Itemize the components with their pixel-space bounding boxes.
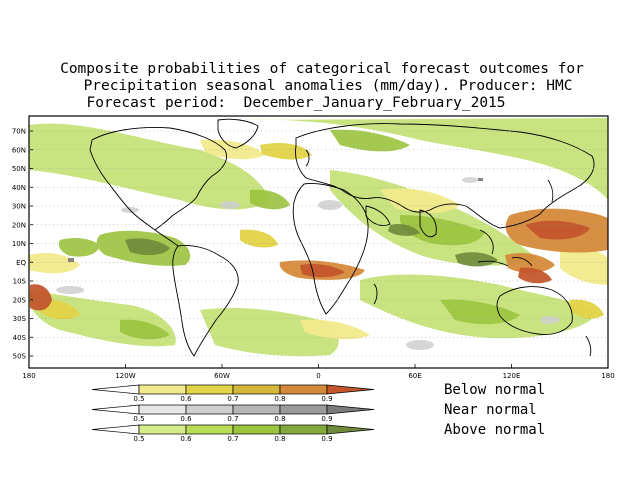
title-line-3: Forecast period: December_January_Februa… [86,95,506,111]
legend-value-label: 0.8 [274,435,285,443]
legend-swatch [232,384,281,395]
lat-label: 20N [12,221,26,229]
lat-label: 50S [13,353,27,361]
legend-value-label: 0.6 [180,395,192,403]
lat-label: 50N [12,165,26,173]
legend-arrow-right [326,404,375,415]
legend-swatch [185,384,234,395]
title-line-2: Precipitation seasonal anomalies (mm/day… [83,78,573,94]
anomaly-field [29,118,608,357]
legend-bars: 0.5 0.6 0.7 0.8 0.9 0.5 0.6 0.7 0.8 0.9 0.5 0.6 0.7 0… [91,384,375,443]
lon-label: 180 [22,372,35,380]
lon-label: 60W [214,372,230,380]
legend-value-label: 0.8 [274,395,285,403]
lat-label: 30S [13,315,27,323]
latitude-labels: 70N 60N 50N 40N 30N 20N 10N EQ 10S 20S 30S 40S 50S [12,128,608,361]
legend-value-label: 0.5 [133,415,144,423]
legend-value-label: 0.8 [274,415,285,423]
title-line-1: Composite probabilities of categorical f… [60,61,584,77]
legend-value-label: 0.9 [321,415,332,423]
lat-label: 20S [13,296,27,304]
legend-label-near: Near normal [444,402,537,418]
legend-swatch [279,424,328,435]
legend-swatch [185,424,234,435]
lon-label: 120W [115,372,135,380]
legend-value-label: 0.7 [227,395,238,403]
legend-arrow-left [91,424,140,435]
lat-label: 70N [12,128,26,136]
legend-label-below: Below normal [444,382,546,398]
lat-label: 30N [12,203,26,211]
legend-value-label: 0.5 [133,395,144,403]
legend-value-label: 0.5 [133,435,144,443]
legend-swatch [138,424,187,435]
legend-swatch [138,384,187,395]
legend-swatch [279,404,328,415]
lon-label: 180 [601,372,614,380]
longitude-labels: 180 120W 60W 0 60E 120E 180 [22,364,615,380]
legend-swatch [138,404,187,415]
legend-swatch [185,404,234,415]
lon-label: 0 [316,372,320,380]
legend-value-label: 0.7 [227,415,238,423]
coastlines [89,118,595,357]
lon-label: 60E [408,372,421,380]
legend-swatch [232,404,281,415]
legend-swatch [232,424,281,435]
legend-arrow-right [326,384,375,395]
legend-value-label: 0.6 [180,415,192,423]
legend-value-label: 0.9 [321,395,332,403]
legend-arrow-left [91,384,140,395]
lat-label: 40N [12,184,26,192]
lat-label: EQ [16,259,26,267]
legend-label-above: Above normal [444,422,546,438]
legend-arrow-left [91,404,140,415]
legend-value-label: 0.7 [227,435,238,443]
lat-label: 10N [12,240,26,248]
legend-value-label: 0.9 [321,435,332,443]
legend-arrow-right [326,424,375,435]
lat-label: 40S [13,334,27,342]
lon-label: 120E [503,372,521,380]
lat-label: 60N [12,146,26,154]
legend-swatch [279,384,328,395]
legend-value-label: 0.6 [180,435,192,443]
lat-label: 10S [13,278,27,286]
